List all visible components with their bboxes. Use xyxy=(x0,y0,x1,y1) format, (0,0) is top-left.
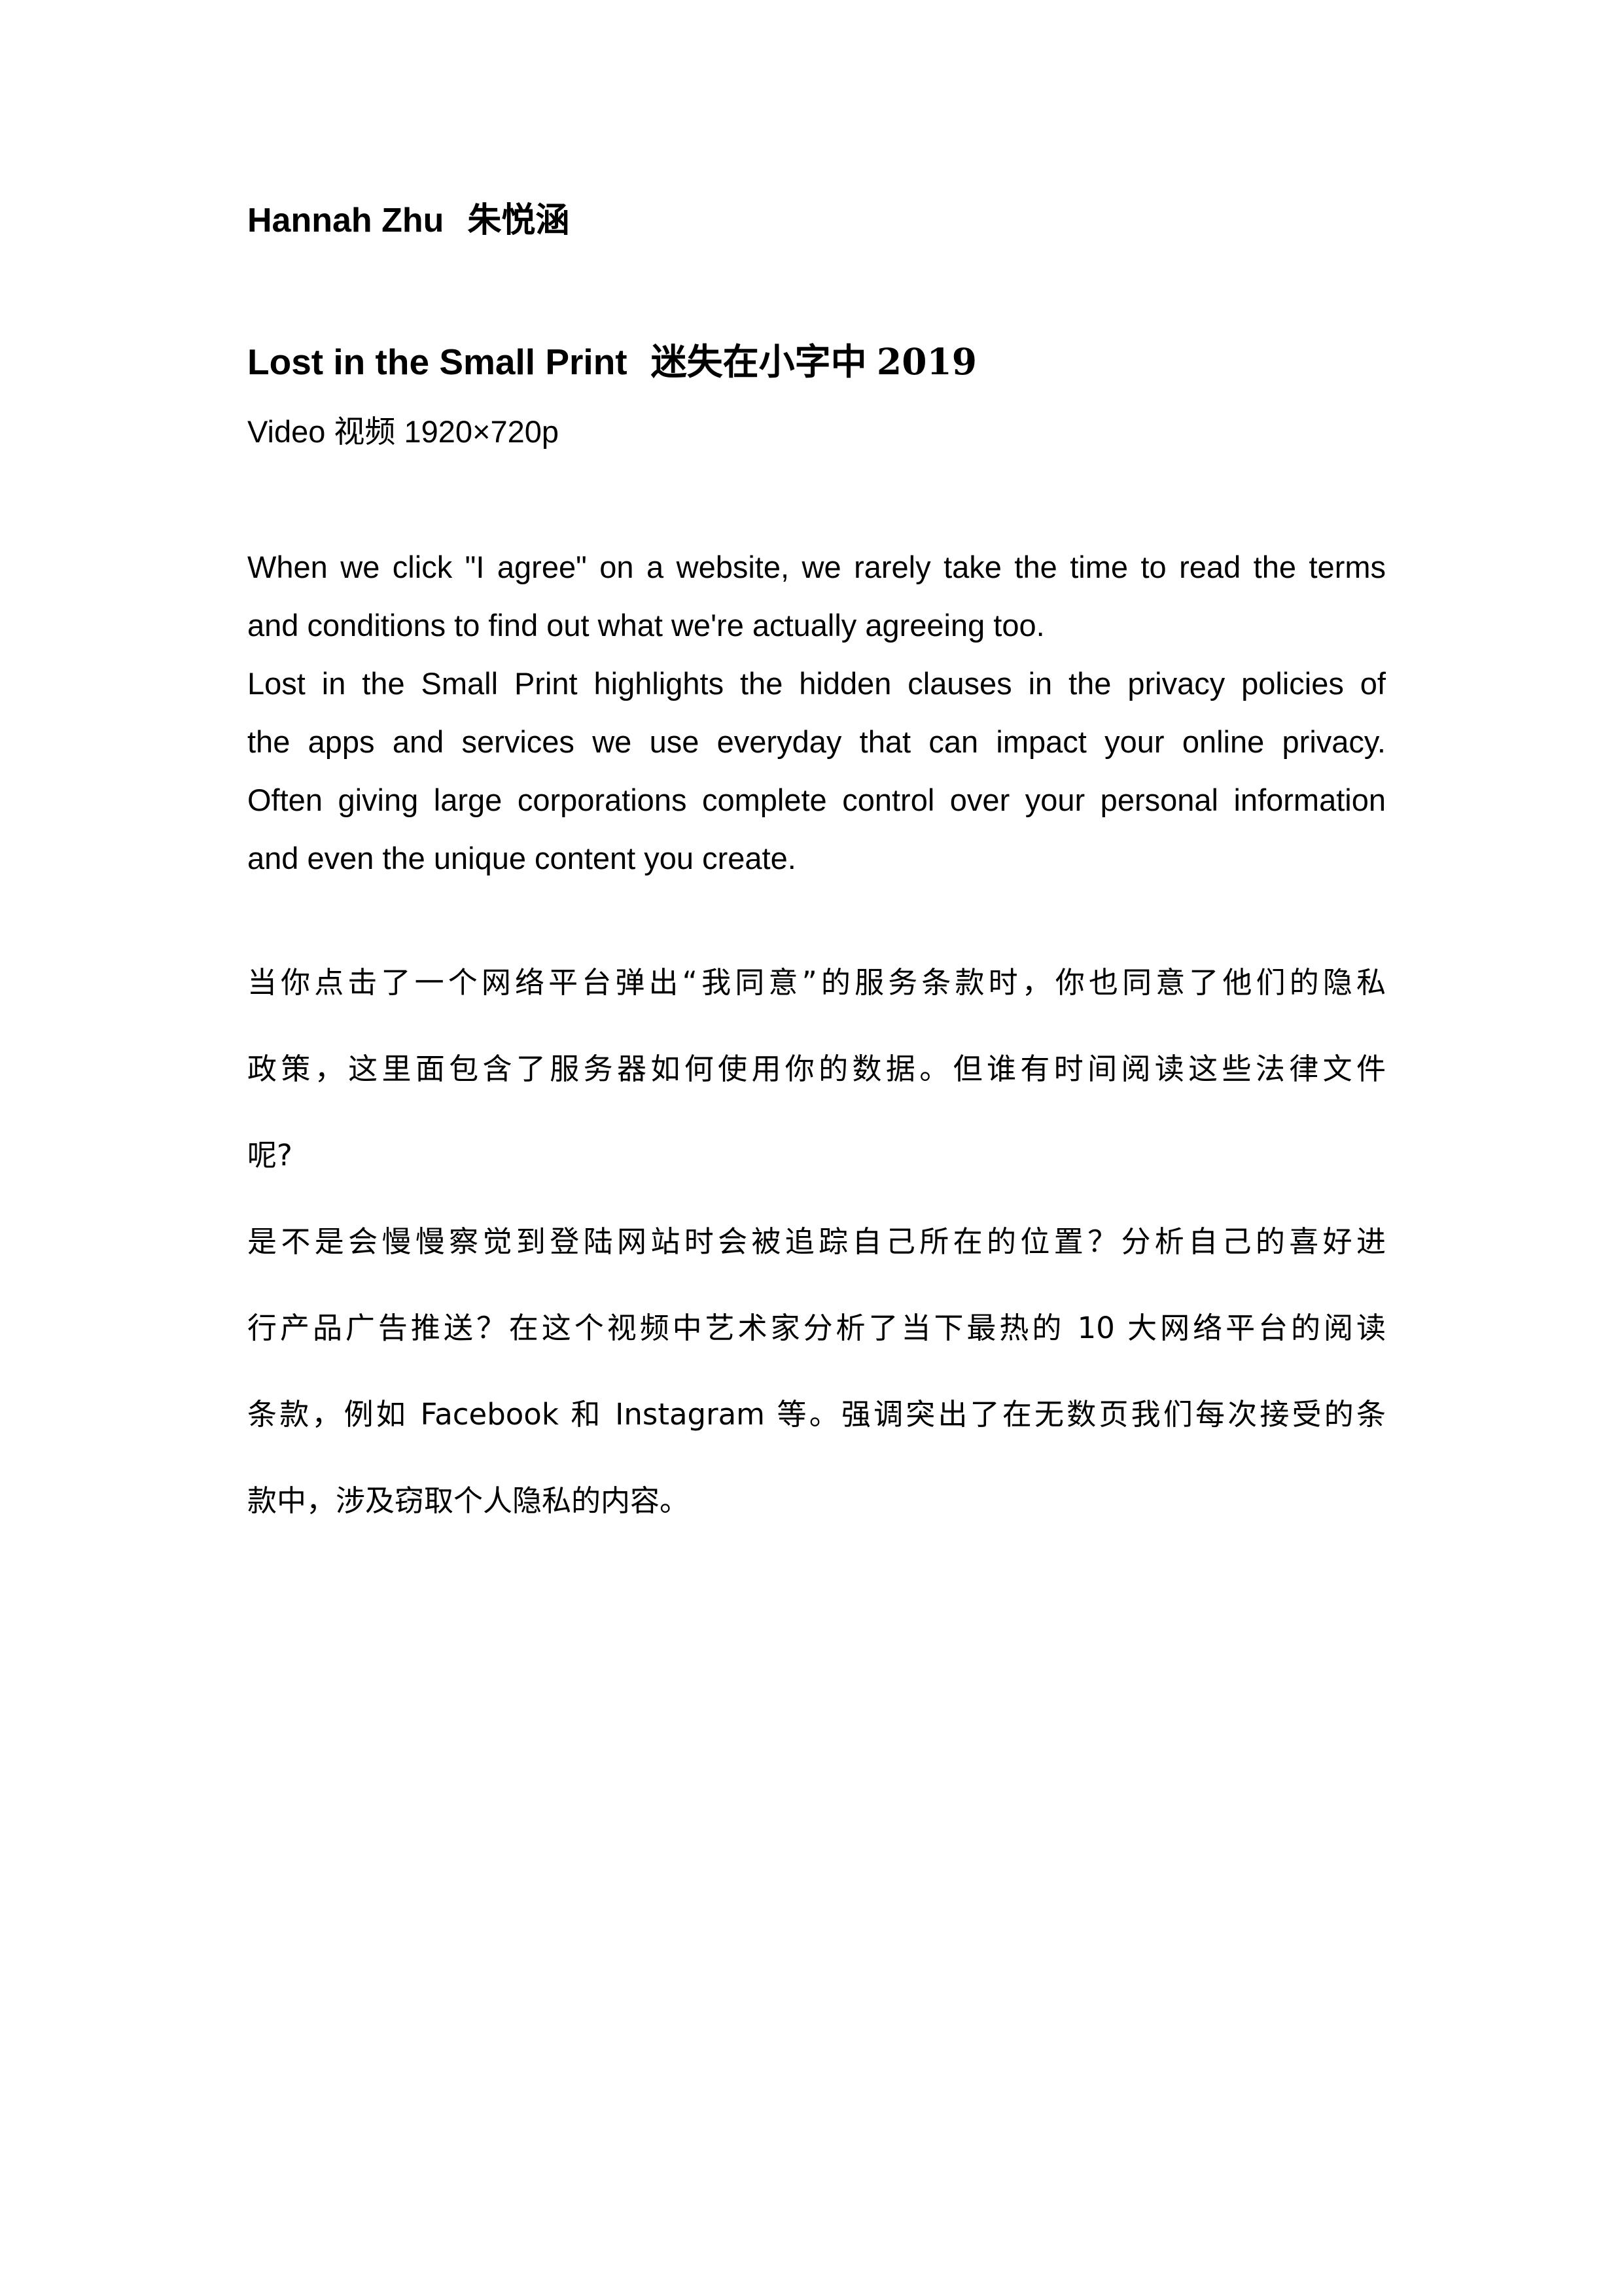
description-cn-line: 政策，这里面包含了服务器如何使用你的数据。但谁有时间阅读这些法律文件 xyxy=(247,1051,1386,1086)
work-medium-line: Video 视频 1920×720p xyxy=(247,411,1386,453)
description-en-line: and even the unique content you create. xyxy=(247,841,796,875)
description-cn-line: 行产品广告推送？在这个视频中艺术家分析了当下最热的 10 大网络平台的阅读 xyxy=(247,1311,1386,1345)
work-year: 2019 xyxy=(876,340,977,383)
work-title: Lost in the Small Print 迷失在小字中 2019 xyxy=(247,337,1386,387)
work-title-en: Lost in the Small Print xyxy=(247,342,627,382)
description-en-line: Lost in the Small Print highlights the h… xyxy=(247,666,1386,701)
description-en-line: Often giving large corporations complete… xyxy=(247,783,1386,817)
description-cn-line: 条款，例如 Facebook 和 Instagram 等。强调突出了在无数页我们… xyxy=(247,1397,1386,1432)
description-cn-line: 当你点击了一个网络平台弹出“我同意”的服务条款时，你也同意了他们的隐私 xyxy=(247,965,1386,1000)
description-en-line: and conditions to find out what we're ac… xyxy=(247,608,1045,643)
description-cn-paragraph-2: 是不是会慢慢察觉到登陆网站时会被追踪自己所在的位置？分析自己的喜好进 行产品广告… xyxy=(247,1199,1386,1544)
description-en: When we click "I agree" on a website, we… xyxy=(247,538,1386,887)
description-en-line: the apps and services we use everyday th… xyxy=(247,724,1386,759)
description-cn-paragraph-1: 当你点击了一个网络平台弹出“我同意”的服务条款时，你也同意了他们的隐私 政策，这… xyxy=(247,940,1386,1199)
artist-name-cn: 朱悦涵 xyxy=(467,202,570,239)
description-cn-line: 是不是会慢慢察觉到登陆网站时会被追踪自己所在的位置？分析自己的喜好进 xyxy=(247,1224,1386,1259)
description-en-line: When we click "I agree" on a website, we… xyxy=(247,550,1386,584)
medium-en: Video xyxy=(247,414,326,449)
work-title-cn: 迷失在小字中 xyxy=(650,342,867,382)
artist-heading: Hannah Zhu 朱悦涵 xyxy=(247,198,1386,243)
artist-name-en: Hannah Zhu xyxy=(247,202,444,239)
resolution: 1920×720p xyxy=(404,414,559,449)
medium-cn: 视频 xyxy=(334,414,396,449)
description-cn-line: 款中，涉及窃取个人隐私的内容。 xyxy=(247,1483,690,1518)
description-cn-line: 呢? xyxy=(247,1138,292,1173)
